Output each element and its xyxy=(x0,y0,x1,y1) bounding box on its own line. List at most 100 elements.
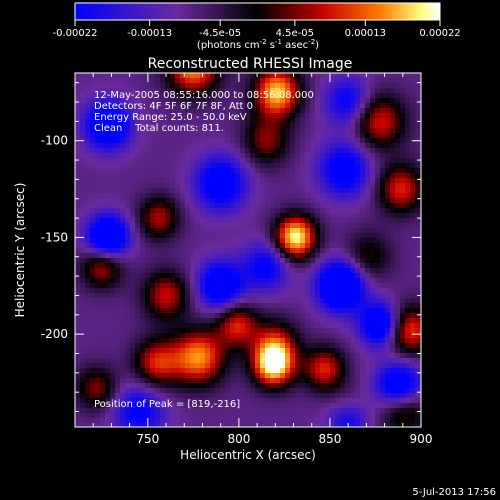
heatmap-cell xyxy=(180,398,186,404)
heatmap-cell xyxy=(300,173,306,179)
heatmap-cell xyxy=(215,363,221,369)
heatmap-cell xyxy=(205,298,211,304)
heatmap-cell xyxy=(290,253,296,259)
heatmap-cell xyxy=(270,223,276,229)
heatmap-cell xyxy=(240,363,246,369)
heatmap-cell xyxy=(185,133,191,139)
heatmap-cell xyxy=(210,333,216,339)
heatmap-cell xyxy=(295,313,301,319)
heatmap-cell xyxy=(390,138,396,144)
heatmap-cell xyxy=(345,288,351,294)
heatmap-cell xyxy=(290,393,296,399)
heatmap-cell xyxy=(95,368,101,374)
heatmap-cell xyxy=(210,308,216,314)
heatmap-cell xyxy=(365,78,371,84)
heatmap-cell xyxy=(75,368,81,374)
heatmap-cell xyxy=(125,228,131,234)
annotation-clean: Clean Total counts: 811. xyxy=(94,123,224,134)
heatmap-cell xyxy=(200,153,206,159)
heatmap-cell xyxy=(120,318,126,324)
heatmap-cell xyxy=(360,233,366,239)
heatmap-cell xyxy=(80,223,86,229)
heatmap-cell xyxy=(350,388,356,394)
heatmap-cell xyxy=(400,238,406,244)
heatmap-cell xyxy=(220,333,226,339)
heatmap-cell xyxy=(150,178,156,184)
heatmap-cell xyxy=(285,103,291,109)
heatmap-cell xyxy=(355,273,361,279)
heatmap-cell xyxy=(280,178,286,184)
heatmap-cell xyxy=(90,273,96,279)
heatmap-cell xyxy=(125,103,131,109)
heatmap-cell xyxy=(115,148,121,154)
heatmap-cell xyxy=(335,268,341,274)
heatmap-cell xyxy=(310,228,316,234)
heatmap-cell xyxy=(405,223,411,229)
heatmap-cell xyxy=(110,378,116,384)
heatmap-cell xyxy=(315,163,321,169)
heatmap-cell xyxy=(165,113,171,119)
heatmap-cell xyxy=(365,83,371,89)
heatmap-cell xyxy=(385,128,391,134)
heatmap-cell xyxy=(260,298,266,304)
heatmap-cell xyxy=(135,423,141,427)
heatmap-cell xyxy=(255,183,261,189)
heatmap-cell xyxy=(75,233,81,239)
heatmap-cell xyxy=(85,218,91,224)
heatmap-cell xyxy=(315,263,321,269)
heatmap-cell xyxy=(270,308,276,314)
heatmap-cell xyxy=(115,383,121,389)
heatmap-cell xyxy=(255,388,261,394)
heatmap-cell xyxy=(80,268,86,274)
heatmap-cell xyxy=(85,138,91,144)
heatmap-cell xyxy=(345,138,351,144)
heatmap-cell xyxy=(180,148,186,154)
heatmap-cell xyxy=(385,318,391,324)
heatmap-cell xyxy=(135,98,141,104)
heatmap-cell xyxy=(280,403,286,409)
heatmap-cell xyxy=(175,258,181,264)
heatmap-cell xyxy=(250,93,256,99)
heatmap-cell xyxy=(280,88,286,94)
heatmap-cell xyxy=(265,233,271,239)
heatmap-cell xyxy=(200,228,206,234)
heatmap-cell xyxy=(160,268,166,274)
heatmap-cell xyxy=(110,73,116,79)
heatmap-cell xyxy=(400,263,406,269)
heatmap-cell xyxy=(150,93,156,99)
heatmap-cell xyxy=(390,78,396,84)
heatmap-cell xyxy=(350,398,356,404)
heatmap-cell xyxy=(165,243,171,249)
heatmap-cell xyxy=(115,173,121,179)
heatmap-cell xyxy=(145,403,151,409)
heatmap-cell xyxy=(155,238,161,244)
heatmap-cell xyxy=(290,178,296,184)
heatmap-cell xyxy=(80,118,86,124)
heatmap-cell xyxy=(90,183,96,189)
heatmap-cell xyxy=(255,148,261,154)
heatmap-cell xyxy=(375,178,381,184)
heatmap-cell xyxy=(95,258,101,264)
heatmap-cell xyxy=(155,178,161,184)
heatmap-cell xyxy=(150,78,156,84)
heatmap-cell xyxy=(75,358,81,364)
heatmap-cell xyxy=(105,153,111,159)
heatmap-cell xyxy=(170,153,176,159)
heatmap-cell xyxy=(80,108,86,114)
heatmap-cell xyxy=(375,348,381,354)
heatmap-cell xyxy=(245,123,251,129)
heatmap-cell xyxy=(315,73,321,79)
heatmap-cell xyxy=(95,153,101,159)
heatmap-cell xyxy=(275,338,281,344)
heatmap-cell xyxy=(395,163,401,169)
heatmap-cell xyxy=(130,373,136,379)
heatmap-cell xyxy=(160,243,166,249)
heatmap-cell xyxy=(120,168,126,174)
heatmap-cell xyxy=(195,378,201,384)
heatmap-cell xyxy=(210,368,216,374)
heatmap-cell xyxy=(405,403,411,409)
heatmap-cell xyxy=(110,93,116,99)
heatmap-cell xyxy=(295,373,301,379)
heatmap-cell xyxy=(195,133,201,139)
heatmap-cell xyxy=(130,208,136,214)
